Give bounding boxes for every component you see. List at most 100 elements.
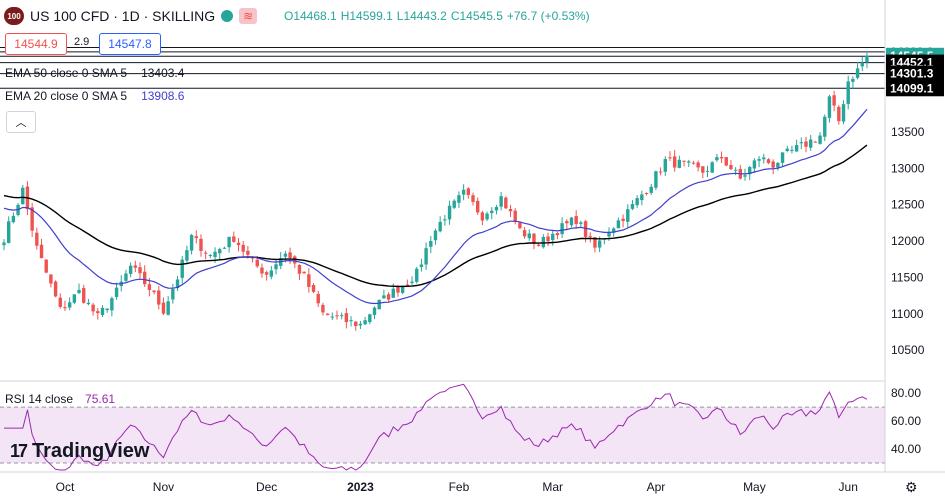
candle-body[interactable] — [363, 320, 367, 325]
candle-body[interactable] — [91, 304, 95, 312]
candle-body[interactable] — [710, 162, 714, 173]
candle-body[interactable] — [719, 156, 724, 159]
symbol-title[interactable]: US 100 CFD · 1D · SKILLING — [30, 8, 216, 24]
candle-body[interactable] — [344, 313, 349, 323]
candle-body[interactable] — [776, 162, 780, 168]
candle-body[interactable] — [330, 316, 334, 318]
candle-body[interactable] — [583, 221, 588, 237]
candle-body[interactable] — [701, 166, 705, 173]
candle-body[interactable] — [560, 223, 564, 235]
candle-body[interactable] — [494, 206, 499, 211]
candle-body[interactable] — [283, 253, 288, 257]
candle-body[interactable] — [612, 228, 616, 233]
candle-body[interactable] — [799, 142, 803, 144]
candle-body[interactable] — [457, 195, 461, 203]
candle-body[interactable] — [311, 284, 316, 292]
candle-body[interactable] — [687, 161, 691, 163]
candle-body[interactable] — [860, 62, 864, 67]
candle-body[interactable] — [400, 285, 405, 293]
buy-button[interactable]: 14547.8 — [99, 33, 161, 55]
candle-body[interactable] — [114, 287, 119, 297]
candle-body[interactable] — [415, 268, 419, 282]
candle-body[interactable] — [44, 259, 48, 273]
candle-body[interactable] — [654, 171, 658, 188]
candle-body[interactable] — [649, 186, 653, 193]
candle-body[interactable] — [452, 200, 456, 208]
candle-body[interactable] — [2, 242, 6, 246]
candle-body[interactable] — [532, 233, 536, 244]
candle-body[interactable] — [321, 304, 325, 313]
candle-body[interactable] — [161, 302, 166, 314]
candle-body[interactable] — [105, 308, 109, 311]
candle-body[interactable] — [715, 157, 719, 161]
candle-body[interactable] — [100, 307, 105, 315]
candle-body[interactable] — [757, 159, 761, 161]
candle-body[interactable] — [480, 212, 485, 221]
candle-body[interactable] — [837, 106, 841, 122]
candle-body[interactable] — [696, 162, 700, 168]
candle-body[interactable] — [461, 189, 466, 195]
candle-body[interactable] — [588, 236, 592, 238]
candle-body[interactable] — [574, 216, 578, 225]
candle-body[interactable] — [555, 233, 560, 236]
candle-body[interactable] — [246, 250, 250, 255]
candle-body[interactable] — [518, 222, 522, 229]
candle-body[interactable] — [307, 274, 311, 287]
candle-body[interactable] — [616, 220, 621, 229]
candle-body[interactable] — [424, 248, 428, 265]
market-status-icon[interactable] — [221, 10, 234, 22]
candle-body[interactable] — [522, 230, 527, 237]
candle-body[interactable] — [227, 236, 231, 248]
candle-body[interactable] — [536, 244, 541, 246]
candle-body[interactable] — [157, 290, 161, 305]
candle-body[interactable] — [410, 281, 414, 284]
candle-body[interactable] — [490, 210, 494, 214]
candle-body[interactable] — [316, 293, 320, 304]
candle-body[interactable] — [813, 141, 818, 143]
candle-body[interactable] — [325, 313, 330, 316]
candle-body[interactable] — [63, 307, 67, 309]
rsi-legend[interactable]: RSI 14 close 75.61 — [5, 392, 115, 406]
candle-body[interactable] — [180, 259, 184, 278]
candle-body[interactable] — [143, 271, 147, 285]
candle-body[interactable] — [203, 252, 208, 254]
candle-body[interactable] — [504, 197, 508, 209]
candle-body[interactable] — [49, 274, 53, 284]
candle-body[interactable] — [386, 294, 391, 300]
candle-body[interactable] — [527, 233, 531, 239]
candle-body[interactable] — [846, 81, 850, 104]
candle-body[interactable] — [241, 244, 245, 252]
candle-body[interactable] — [762, 157, 766, 160]
gear-icon[interactable]: ⚙ — [905, 479, 918, 495]
candle-body[interactable] — [222, 247, 227, 249]
candle-body[interactable] — [733, 169, 738, 171]
candle-body[interactable] — [724, 157, 728, 166]
candle-body[interactable] — [39, 244, 44, 259]
candle-body[interactable] — [377, 299, 381, 310]
candle-body[interactable] — [635, 198, 639, 206]
candle-body[interactable] — [58, 297, 62, 307]
candle-body[interactable] — [199, 238, 203, 251]
candle-body[interactable] — [185, 250, 189, 261]
candle-body[interactable] — [96, 311, 100, 314]
candle-body[interactable] — [382, 295, 386, 299]
time-axis[interactable]: Oct Nov Dec 2023 Feb Mar Apr May Jun — [56, 480, 858, 494]
candle-body[interactable] — [30, 207, 34, 231]
tradingview-logo[interactable]: 17 TradingView — [10, 440, 149, 463]
candle-body[interactable] — [438, 221, 442, 232]
candle-body[interactable] — [86, 302, 91, 305]
candle-body[interactable] — [705, 170, 710, 172]
ema20-legend[interactable]: EMA 20 close 0 SMA 5 13908.6 — [5, 89, 184, 103]
candle-body[interactable] — [748, 167, 752, 175]
candle-body[interactable] — [72, 294, 77, 303]
candle-body[interactable] — [391, 288, 395, 298]
candle-body[interactable] — [152, 290, 156, 293]
candle-body[interactable] — [743, 175, 747, 177]
candle-body[interactable] — [790, 149, 794, 151]
candle-body[interactable] — [597, 240, 602, 248]
candle-body[interactable] — [166, 301, 170, 315]
candle-body[interactable] — [475, 200, 480, 213]
candle-body[interactable] — [569, 217, 574, 226]
sell-button[interactable]: 14544.9 — [5, 33, 67, 55]
ema50-legend[interactable]: EMA 50 close 0 SMA 5 13403.4 — [5, 66, 184, 80]
